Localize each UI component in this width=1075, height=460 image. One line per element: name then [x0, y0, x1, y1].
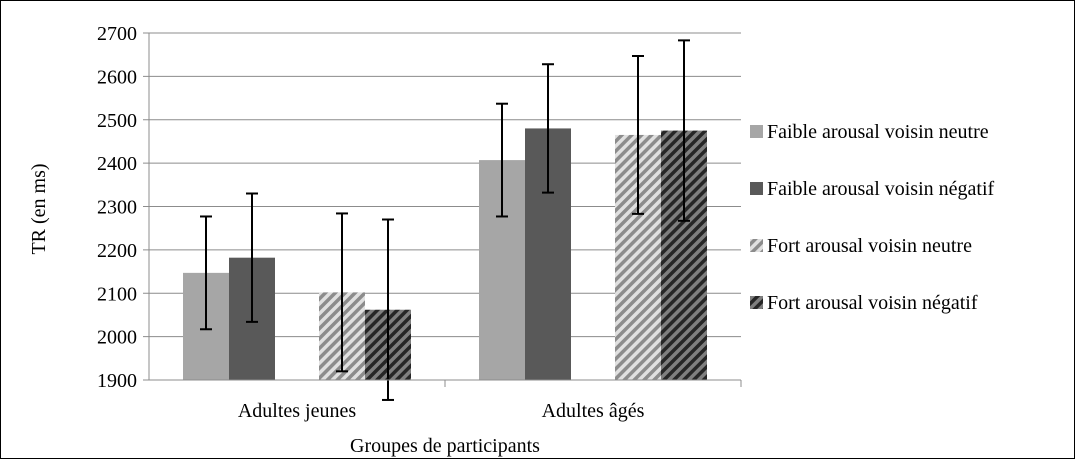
error-bars: [200, 39, 690, 401]
y-tick-label: 2300: [97, 197, 137, 219]
y-axis-title: TR (en ms): [28, 163, 50, 254]
y-tick-label: 2000: [97, 327, 137, 349]
y-tick-label: 2700: [97, 23, 137, 45]
y-tick-label: 2400: [97, 153, 137, 175]
x-category-label: Adultes jeunes: [238, 400, 357, 422]
legend-swatch: [750, 182, 763, 195]
legend-label: Fort arousal voisin neutre: [767, 235, 972, 257]
y-tick-label: 2200: [97, 240, 137, 262]
bars: [183, 128, 707, 380]
legend-label: Faible arousal voisin négatif: [767, 178, 995, 200]
legend: Faible arousal voisin neutre Faible arous…: [750, 121, 995, 314]
legend-label: Faible arousal voisin neutre: [767, 121, 989, 143]
y-tick-label: 2500: [97, 110, 137, 132]
x-axis-title: Groupes de participants: [350, 435, 540, 457]
legend-swatch: [750, 296, 763, 309]
legend-label: Fort arousal voisin négatif: [767, 292, 978, 314]
y-tick-label: 2100: [97, 283, 137, 305]
y-tick-label: 2600: [97, 66, 137, 88]
legend-swatch: [750, 125, 763, 138]
x-category-label: Adultes âgés: [542, 400, 645, 422]
y-tick-label: 1900: [97, 370, 137, 392]
axes: 1900 2000 2100 2200 2300 2400 2500 2600 2700 Adul…: [97, 23, 742, 422]
legend-swatch: [750, 239, 763, 252]
